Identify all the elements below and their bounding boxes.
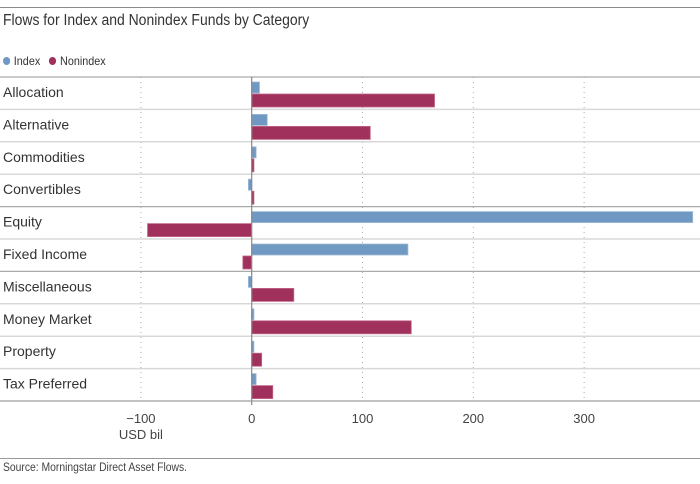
x-tick-label: −100: [126, 411, 155, 426]
x-tick-label: 0: [248, 411, 255, 426]
category-label: Equity: [3, 214, 42, 230]
top-rule: [0, 7, 700, 8]
source-note: Source: Morningstar Direct Asset Flows.: [3, 462, 188, 474]
category-label: Property: [3, 343, 56, 359]
x-tick-label: 300: [573, 411, 595, 426]
legend-swatch-index: [3, 57, 11, 65]
x-axis-label: USD bil: [119, 427, 163, 442]
legend-swatch-nonindex: [49, 57, 57, 65]
legend: Index Nonindex: [3, 54, 115, 68]
legend-label-nonindex: Nonindex: [60, 54, 106, 68]
category-label: Money Market: [3, 311, 92, 327]
category-label: Allocation: [3, 84, 64, 100]
bar-index-alternative: [251, 114, 268, 126]
bar-nonindex-property: [251, 352, 263, 367]
chart-title: Flows for Index and Nonindex Funds by Ca…: [3, 12, 310, 29]
category-label: Miscellaneous: [3, 278, 92, 294]
bar-index-allocation: [251, 81, 260, 94]
legend-item-nonindex: Nonindex: [49, 54, 106, 68]
x-tick-label: 200: [462, 411, 484, 426]
category-label: Alternative: [3, 116, 69, 132]
category-label: Fixed Income: [3, 246, 87, 262]
source-rule: [0, 458, 700, 459]
legend-label-index: Index: [13, 54, 41, 68]
category-label: Tax Preferred: [3, 376, 87, 392]
category-label: Commodities: [3, 149, 85, 165]
bar-nonindex-tax-preferred: [251, 385, 274, 400]
bar-index-fixed-income: [251, 243, 409, 256]
bar-nonindex-miscellaneous: [251, 287, 295, 302]
bar-nonindex-money-market: [251, 320, 412, 335]
category-label: Convertibles: [3, 181, 81, 197]
legend-item-index: Index: [3, 54, 40, 68]
bar-nonindex-equity: [147, 223, 253, 238]
bar-index-tax-preferred: [251, 373, 257, 386]
x-tick-label: 100: [352, 411, 374, 426]
bar-nonindex-alternative: [251, 126, 371, 140]
bar-index-commodities: [251, 146, 257, 159]
bar-index-equity: [251, 211, 694, 224]
bar-nonindex-allocation: [251, 93, 435, 108]
bar-nonindex-fixed-income: [242, 255, 253, 270]
